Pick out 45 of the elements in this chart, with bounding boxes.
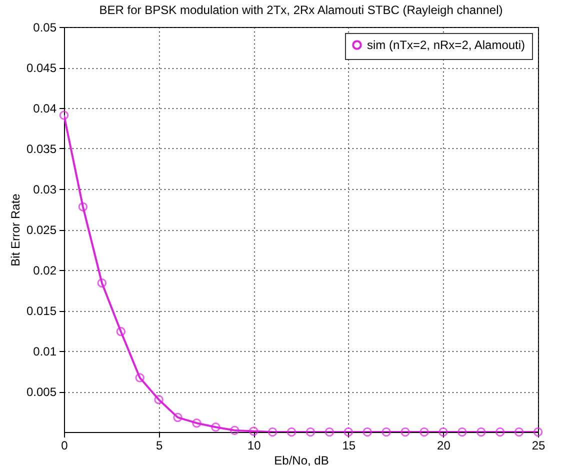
legend-label: sim (nTx=2, nRx=2, Alamouti) — [367, 38, 526, 52]
x-tick-label: 25 — [532, 438, 546, 452]
point — [306, 427, 316, 437]
point — [400, 427, 410, 437]
y-tick-label: 0.035 — [26, 142, 57, 156]
x-axis-title: Eb/No, dB — [274, 454, 329, 466]
point — [438, 427, 448, 437]
x-tick-label: 15 — [342, 438, 356, 452]
point — [324, 427, 334, 437]
point — [286, 427, 296, 437]
point — [135, 373, 144, 382]
point — [458, 427, 467, 437]
point — [59, 110, 69, 120]
y-axis-title: Bit Error Rate — [8, 193, 22, 266]
point — [173, 412, 182, 422]
point — [495, 427, 505, 437]
x-tick-label: 10 — [247, 438, 262, 452]
y-tick-label: 0.025 — [26, 223, 57, 237]
chart-title: BER for BPSK modulation with 2Tx, 2Rx Alamouti STBC (Rayleigh channel) — [99, 3, 503, 17]
point — [211, 422, 220, 432]
y-tick-label: 0.04 — [33, 102, 57, 116]
x-tick-label: 5 — [156, 438, 163, 452]
point — [78, 202, 88, 212]
point — [514, 427, 524, 437]
x-tick-label: 0 — [61, 438, 68, 452]
y-tick-label: 0.02 — [33, 264, 57, 278]
point — [116, 326, 126, 336]
y-tick-label: 0.03 — [33, 182, 57, 196]
y-tick-label: 0.015 — [26, 304, 57, 318]
point — [476, 427, 486, 437]
point — [420, 427, 429, 437]
y-tick-label: 0.005 — [26, 385, 57, 399]
y-tick-label: 0.045 — [26, 61, 57, 75]
y-tick-label: 0.05 — [33, 20, 57, 34]
point — [362, 427, 372, 437]
x-tick-label: 20 — [437, 438, 451, 452]
point — [248, 426, 258, 436]
point — [192, 418, 202, 428]
point — [230, 426, 240, 435]
point — [97, 278, 107, 288]
point — [382, 427, 391, 437]
point — [344, 427, 354, 437]
y-tick-label: 0.01 — [33, 344, 57, 358]
point — [268, 427, 278, 437]
point — [154, 394, 164, 404]
